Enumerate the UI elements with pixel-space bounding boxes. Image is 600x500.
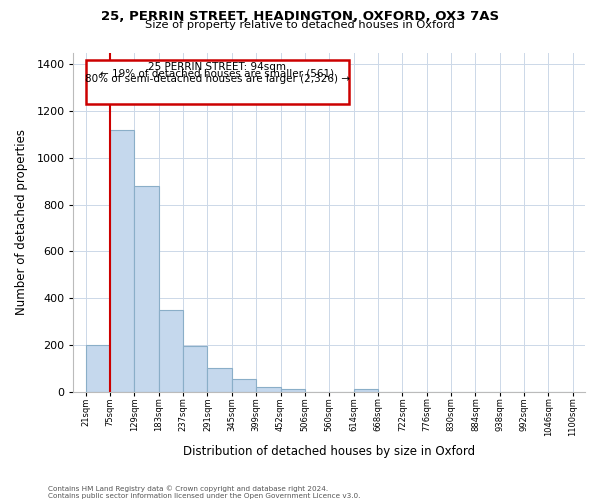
Text: 80% of semi-detached houses are larger (2,326) →: 80% of semi-detached houses are larger (… bbox=[85, 74, 350, 84]
Bar bbox=[86, 345, 110, 392]
Bar bbox=[232, 378, 256, 392]
Text: Size of property relative to detached houses in Oxford: Size of property relative to detached ho… bbox=[145, 20, 455, 30]
Text: ← 19% of detached houses are smaller (561): ← 19% of detached houses are smaller (56… bbox=[100, 68, 334, 78]
Bar bbox=[159, 310, 183, 392]
Bar bbox=[281, 389, 305, 392]
FancyBboxPatch shape bbox=[86, 60, 349, 104]
Bar bbox=[353, 389, 378, 392]
Bar bbox=[208, 368, 232, 392]
X-axis label: Distribution of detached houses by size in Oxford: Distribution of detached houses by size … bbox=[183, 444, 475, 458]
Bar bbox=[134, 186, 159, 392]
Text: 25 PERRIN STREET: 94sqm: 25 PERRIN STREET: 94sqm bbox=[148, 62, 286, 72]
Bar bbox=[110, 130, 134, 392]
Text: Contains public sector information licensed under the Open Government Licence v3: Contains public sector information licen… bbox=[48, 493, 361, 499]
Text: Contains HM Land Registry data © Crown copyright and database right 2024.: Contains HM Land Registry data © Crown c… bbox=[48, 486, 328, 492]
Text: 25, PERRIN STREET, HEADINGTON, OXFORD, OX3 7AS: 25, PERRIN STREET, HEADINGTON, OXFORD, O… bbox=[101, 10, 499, 23]
Y-axis label: Number of detached properties: Number of detached properties bbox=[15, 129, 28, 315]
Bar bbox=[256, 387, 281, 392]
Bar bbox=[183, 346, 208, 392]
